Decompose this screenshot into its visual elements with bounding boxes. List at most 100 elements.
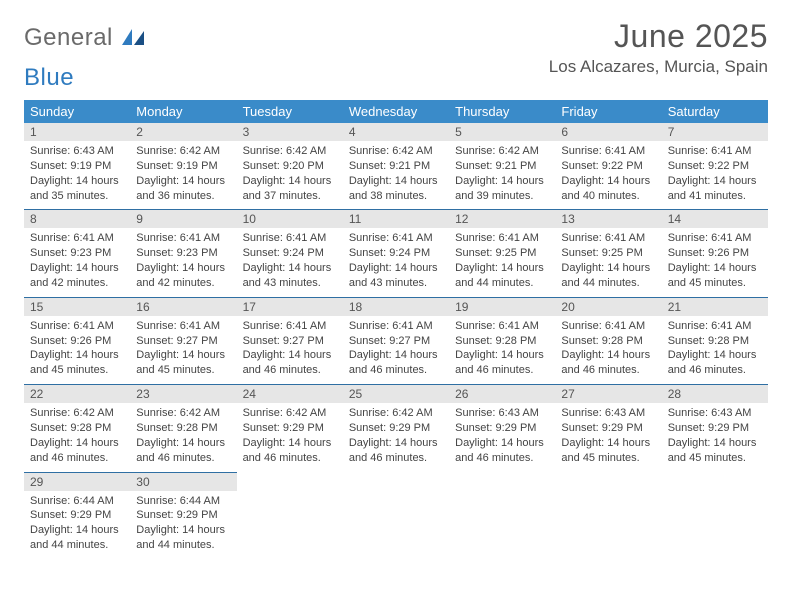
sunrise-text: Sunrise: 6:44 AM [30,494,124,509]
sunset-text: Sunset: 9:28 PM [668,334,762,349]
location-label: Los Alcazares, Murcia, Spain [549,57,768,77]
day-number-cell: 24 [237,385,343,404]
sunset-text: Sunset: 9:28 PM [136,421,230,436]
sunset-text: Sunset: 9:29 PM [455,421,549,436]
day-info-cell: Sunrise: 6:42 AMSunset: 9:20 PMDaylight:… [237,141,343,210]
daylight-text: Daylight: 14 hours and 36 minutes. [136,174,230,204]
day-info-cell: Sunrise: 6:41 AMSunset: 9:26 PMDaylight:… [662,228,768,297]
sunrise-text: Sunrise: 6:41 AM [668,319,762,334]
day-info-cell [662,491,768,559]
daylight-text: Daylight: 14 hours and 44 minutes. [561,261,655,291]
daylight-text: Daylight: 14 hours and 46 minutes. [668,348,762,378]
day-number-cell: 20 [555,297,661,316]
sunrise-text: Sunrise: 6:42 AM [136,144,230,159]
sunrise-text: Sunrise: 6:41 AM [455,319,549,334]
sunset-text: Sunset: 9:27 PM [349,334,443,349]
day-number-cell: 28 [662,385,768,404]
sunset-text: Sunset: 9:24 PM [243,246,337,261]
sunrise-text: Sunrise: 6:41 AM [349,319,443,334]
day-number-cell: 17 [237,297,343,316]
sunrise-text: Sunrise: 6:43 AM [455,406,549,421]
day-number-cell: 18 [343,297,449,316]
daylight-text: Daylight: 14 hours and 46 minutes. [349,436,443,466]
sunrise-text: Sunrise: 6:41 AM [561,319,655,334]
sunrise-text: Sunrise: 6:41 AM [668,144,762,159]
daylight-text: Daylight: 14 hours and 45 minutes. [30,348,124,378]
day-info-cell: Sunrise: 6:41 AMSunset: 9:27 PMDaylight:… [343,316,449,385]
day-number-cell: 6 [555,123,661,141]
day-info-cell: Sunrise: 6:41 AMSunset: 9:25 PMDaylight:… [555,228,661,297]
calendar-table: Sunday Monday Tuesday Wednesday Thursday… [24,100,768,559]
day-number-cell: 23 [130,385,236,404]
day-number-cell: 26 [449,385,555,404]
day-number-row: 2930 [24,472,768,491]
day-info-cell: Sunrise: 6:42 AMSunset: 9:21 PMDaylight:… [343,141,449,210]
day-info-cell: Sunrise: 6:42 AMSunset: 9:21 PMDaylight:… [449,141,555,210]
weekday-header: Wednesday [343,100,449,123]
day-number-cell: 12 [449,210,555,229]
daylight-text: Daylight: 14 hours and 42 minutes. [136,261,230,291]
daylight-text: Daylight: 14 hours and 43 minutes. [349,261,443,291]
sunrise-text: Sunrise: 6:43 AM [561,406,655,421]
sunrise-text: Sunrise: 6:42 AM [455,144,549,159]
day-number-cell: 10 [237,210,343,229]
day-info-cell [555,491,661,559]
sunset-text: Sunset: 9:28 PM [30,421,124,436]
weekday-header: Tuesday [237,100,343,123]
daylight-text: Daylight: 14 hours and 42 minutes. [30,261,124,291]
daylight-text: Daylight: 14 hours and 38 minutes. [349,174,443,204]
day-number-cell: 21 [662,297,768,316]
day-number-cell: 2 [130,123,236,141]
daylight-text: Daylight: 14 hours and 35 minutes. [30,174,124,204]
day-info-cell: Sunrise: 6:41 AMSunset: 9:28 PMDaylight:… [662,316,768,385]
day-info-cell: Sunrise: 6:42 AMSunset: 9:29 PMDaylight:… [237,403,343,472]
day-info-cell: Sunrise: 6:44 AMSunset: 9:29 PMDaylight:… [130,491,236,559]
day-info-cell: Sunrise: 6:41 AMSunset: 9:25 PMDaylight:… [449,228,555,297]
day-info-cell: Sunrise: 6:41 AMSunset: 9:28 PMDaylight:… [555,316,661,385]
daylight-text: Daylight: 14 hours and 46 minutes. [349,348,443,378]
day-number-cell: 25 [343,385,449,404]
weekday-header: Sunday [24,100,130,123]
sunrise-text: Sunrise: 6:43 AM [30,144,124,159]
day-info-cell [449,491,555,559]
sunset-text: Sunset: 9:29 PM [561,421,655,436]
sunset-text: Sunset: 9:25 PM [455,246,549,261]
sunrise-text: Sunrise: 6:41 AM [243,319,337,334]
sunset-text: Sunset: 9:19 PM [136,159,230,174]
weekday-header: Thursday [449,100,555,123]
logo-sail-icon [122,24,144,52]
daylight-text: Daylight: 14 hours and 46 minutes. [243,348,337,378]
daylight-text: Daylight: 14 hours and 37 minutes. [243,174,337,204]
sunrise-text: Sunrise: 6:41 AM [136,319,230,334]
sunset-text: Sunset: 9:21 PM [455,159,549,174]
weekday-header: Monday [130,100,236,123]
daylight-text: Daylight: 14 hours and 43 minutes. [243,261,337,291]
sunrise-text: Sunrise: 6:41 AM [668,231,762,246]
day-number-cell: 16 [130,297,236,316]
day-number-cell: 13 [555,210,661,229]
daylight-text: Daylight: 14 hours and 46 minutes. [561,348,655,378]
day-number-cell [237,472,343,491]
daylight-text: Daylight: 14 hours and 46 minutes. [243,436,337,466]
sunset-text: Sunset: 9:29 PM [349,421,443,436]
day-number-cell: 27 [555,385,661,404]
day-info-cell: Sunrise: 6:42 AMSunset: 9:28 PMDaylight:… [24,403,130,472]
day-info-row: Sunrise: 6:42 AMSunset: 9:28 PMDaylight:… [24,403,768,472]
daylight-text: Daylight: 14 hours and 44 minutes. [30,523,124,553]
daylight-text: Daylight: 14 hours and 45 minutes. [668,436,762,466]
sunrise-text: Sunrise: 6:42 AM [136,406,230,421]
sunrise-text: Sunrise: 6:42 AM [30,406,124,421]
page-title: June 2025 [549,18,768,55]
daylight-text: Daylight: 14 hours and 44 minutes. [136,523,230,553]
sunset-text: Sunset: 9:26 PM [30,334,124,349]
day-number-row: 15161718192021 [24,297,768,316]
daylight-text: Daylight: 14 hours and 45 minutes. [561,436,655,466]
sunset-text: Sunset: 9:20 PM [243,159,337,174]
day-info-cell: Sunrise: 6:42 AMSunset: 9:29 PMDaylight:… [343,403,449,472]
day-number-cell: 14 [662,210,768,229]
sunrise-text: Sunrise: 6:43 AM [668,406,762,421]
sunset-text: Sunset: 9:29 PM [243,421,337,436]
logo-text-general: General [24,24,113,51]
day-number-cell: 11 [343,210,449,229]
day-info-cell: Sunrise: 6:41 AMSunset: 9:23 PMDaylight:… [24,228,130,297]
